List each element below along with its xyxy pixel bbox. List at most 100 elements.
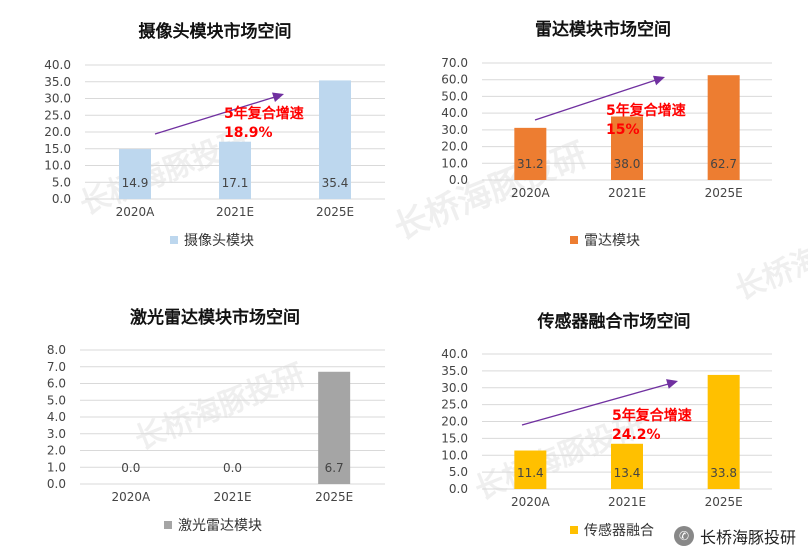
- x-tick-label: 2021E: [213, 490, 251, 504]
- data-labels: 0.0 0.0 6.7: [121, 461, 343, 475]
- y-tick-label: 6.0: [47, 377, 66, 391]
- growth-arrow: [534, 75, 665, 121]
- y-tick-label: 4.0: [47, 410, 66, 424]
- data-label: 33.8: [710, 466, 737, 480]
- y-tick-label: 0.0: [52, 192, 71, 206]
- y-tick-label: 0.0: [449, 482, 468, 496]
- chart-panel-radar: 雷达模块市场空间 0.0 10.0 20.0 30.0 40.0 50.0 60.0 70.0…: [441, 19, 772, 249]
- chart-panel-camera: 摄像头模块市场空间 0.0 5.0 10.0 15.0 20.0 25.0 30.0 35.0…: [44, 21, 385, 249]
- cagr-label: 5年复合增速: [612, 407, 692, 424]
- arrow-shaft: [534, 78, 660, 121]
- data-label: 0.0: [223, 461, 242, 475]
- y-tick-label: 10.0: [44, 159, 71, 173]
- x-tick-label: 2025E: [705, 186, 743, 200]
- legend-swatch: [164, 521, 172, 529]
- x-tick-label: 2021E: [608, 186, 646, 200]
- cagr-value: 24.2%: [612, 427, 661, 443]
- y-tick-label: 35.0: [44, 75, 71, 89]
- y-axis-ticks: 0.0 5.0 10.0 15.0 20.0 25.0 30.0 35.0 40.0: [441, 347, 468, 496]
- data-label: 38.0: [614, 157, 641, 171]
- y-tick-label: 30.0: [441, 381, 468, 395]
- data-label: 6.7: [325, 461, 344, 475]
- x-tick-label: 2021E: [608, 495, 646, 509]
- legend-swatch: [570, 236, 578, 244]
- cagr-value: 15%: [606, 122, 640, 138]
- y-tick-label: 25.0: [44, 108, 71, 122]
- bars: [514, 75, 740, 180]
- data-label: 0.0: [121, 461, 140, 475]
- bar: [319, 80, 351, 199]
- legend-label: 雷达模块: [584, 233, 640, 249]
- bar: [707, 75, 740, 180]
- wechat-icon: ✆: [673, 526, 694, 546]
- y-tick-label: 10.0: [441, 156, 468, 170]
- y-tick-label: 10.0: [441, 448, 468, 462]
- y-tick-label: 15.0: [44, 142, 71, 156]
- y-tick-label: 0.0: [449, 173, 468, 187]
- watermark-text: 长桥海豚投研: [388, 135, 592, 249]
- y-tick-label: 20.0: [441, 415, 468, 429]
- cagr-label: 5年复合增速: [606, 102, 686, 119]
- data-label: 62.7: [710, 157, 737, 171]
- legend-swatch: [170, 236, 178, 244]
- cagr-value: 18.9%: [224, 125, 273, 141]
- y-tick-label: 35.0: [441, 364, 468, 378]
- x-tick-label: 2021E: [216, 205, 254, 219]
- y-tick-label: 30.0: [44, 92, 71, 106]
- data-labels: 31.2 38.0 62.7: [517, 157, 737, 171]
- y-tick-label: 5.0: [47, 393, 66, 407]
- growth-arrow: [521, 379, 678, 426]
- arrow-shaft: [521, 382, 673, 426]
- bar: [514, 450, 547, 489]
- y-tick-label: 5.0: [449, 465, 468, 479]
- y-tick-label: 70.0: [441, 56, 468, 70]
- y-tick-label: 25.0: [441, 398, 468, 412]
- data-label: 11.4: [517, 466, 544, 480]
- y-tick-label: 1.0: [47, 460, 66, 474]
- x-axis-labels: 2020A 2021E 2025E: [111, 490, 353, 504]
- y-axis-ticks: 0.0 10.0 20.0 30.0 40.0 50.0 60.0 70.0: [441, 56, 468, 187]
- legend-label: 激光雷达模块: [178, 517, 262, 534]
- y-tick-label: 40.0: [441, 347, 468, 361]
- chart-panel-fusion: 传感器融合市场空间 0.0 5.0 10.0 15.0 20.0 25.0 30.0 35.0…: [441, 311, 772, 539]
- y-tick-label: 30.0: [441, 123, 468, 137]
- y-tick-label: 7.0: [47, 360, 66, 374]
- y-tick-label: 0.0: [47, 477, 66, 491]
- legend-label: 摄像头模块: [184, 233, 254, 249]
- y-axis-ticks: 0.0 5.0 10.0 15.0 20.0 25.0 30.0 35.0 40.0: [44, 58, 71, 206]
- y-tick-label: 40.0: [441, 106, 468, 120]
- data-label: 35.4: [322, 176, 349, 190]
- footer-brand-label: 长桥海豚投研: [699, 528, 796, 547]
- x-tick-label: 2020A: [511, 495, 551, 509]
- data-labels: 14.9 17.1 35.4: [122, 176, 349, 190]
- x-axis-labels: 2020A 2021E 2025E: [511, 495, 743, 509]
- cagr-label: 5年复合增速: [224, 105, 304, 122]
- growth-arrow: [154, 92, 284, 135]
- chart-title: 激光雷达模块市场空间: [130, 307, 300, 328]
- legend-label: 传感器融合: [584, 522, 654, 539]
- chart-title: 传感器融合市场空间: [537, 311, 691, 332]
- x-tick-label: 2020A: [116, 205, 156, 219]
- y-tick-label: 60.0: [441, 73, 468, 87]
- x-tick-label: 2020A: [111, 490, 151, 504]
- x-axis-labels: 2020A 2021E 2025E: [116, 205, 354, 219]
- x-tick-label: 2025E: [705, 495, 743, 509]
- bar: [219, 141, 251, 199]
- y-tick-label: 3.0: [47, 427, 66, 441]
- y-axis-ticks: 0.0 1.0 2.0 3.0 4.0 5.0 6.0 7.0 8.0: [47, 343, 66, 491]
- watermark-text: 长桥海豚投研: [730, 208, 808, 308]
- data-label: 14.9: [122, 176, 149, 190]
- bar: [318, 371, 351, 484]
- watermark-text: 长桥海豚投研: [130, 358, 310, 458]
- arrow-head: [652, 75, 665, 86]
- bar: [119, 149, 151, 199]
- y-tick-label: 20.0: [44, 125, 71, 139]
- data-label: 31.2: [517, 157, 544, 171]
- bar: [707, 374, 740, 489]
- y-tick-label: 40.0: [44, 58, 71, 72]
- bar: [611, 116, 643, 180]
- chart-title: 雷达模块市场空间: [535, 19, 671, 40]
- y-tick-label: 5.0: [52, 175, 71, 189]
- x-tick-label: 2025E: [316, 205, 354, 219]
